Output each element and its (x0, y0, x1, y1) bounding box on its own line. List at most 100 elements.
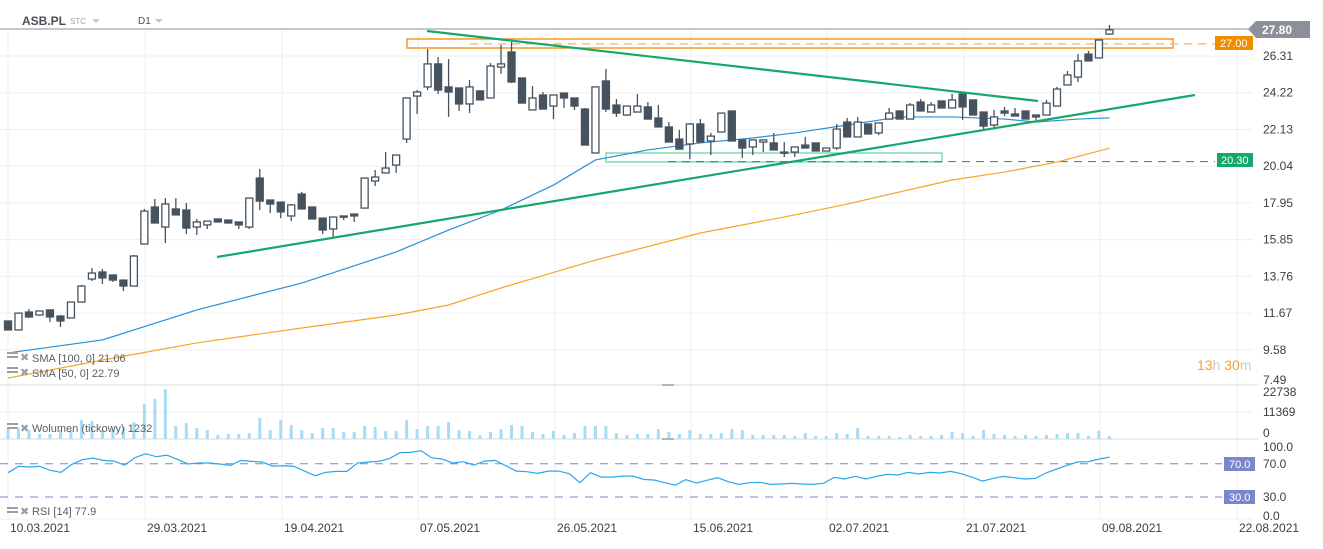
candle-body (475, 90, 485, 101)
candle-body (35, 310, 44, 316)
candle-body (706, 135, 715, 142)
candle-body (790, 146, 799, 153)
candle (465, 80, 474, 114)
candle-body (1052, 88, 1062, 107)
candle-body (1010, 113, 1020, 117)
legend-label: RSI [14] 77.9 (32, 506, 96, 518)
candle (790, 146, 799, 157)
volume-bar (845, 434, 849, 439)
price-axis[interactable]: 26.31 24.22 22.13 20.04 17.95 15.85 13.76 11.67… (1263, 49, 1293, 387)
chevron-down-icon[interactable] (155, 19, 163, 23)
drawings[interactable] (406, 38, 1215, 163)
candle-body (1094, 39, 1104, 59)
candle (370, 169, 380, 186)
level-value: 27.00 (1220, 38, 1248, 50)
volume-bar (6, 429, 10, 439)
volume-bar (258, 418, 262, 439)
candle (1000, 106, 1009, 117)
price-axis-label: 22.13 (1263, 122, 1293, 136)
candle-body (570, 97, 579, 107)
trendlines[interactable] (216, 29, 1196, 259)
legend-sma100[interactable]: ✖ SMA [100, 0] 21.06 (7, 352, 126, 365)
candle (958, 93, 967, 120)
rsi-axis-label: 70.0 (1263, 457, 1287, 471)
candle (947, 93, 957, 109)
candle-body (926, 104, 936, 113)
date-axis-label: 02.07.2021 (829, 521, 889, 535)
date-axis-label: 10.03.2021 (10, 521, 70, 535)
candle (738, 139, 747, 159)
candle-body (56, 315, 65, 322)
candle-body (203, 220, 212, 226)
symbol-selector[interactable]: ASB.PL (22, 14, 67, 28)
candle (1052, 86, 1062, 107)
candle-body (675, 138, 684, 150)
chevron-down-icon[interactable] (92, 19, 100, 23)
candle-body (538, 94, 548, 110)
candle (234, 221, 243, 229)
volume-bar (877, 436, 881, 439)
candle (780, 142, 789, 157)
candle-body (140, 210, 149, 245)
volume-bar (48, 434, 52, 439)
rsi-level-value: 30.0 (1229, 492, 1250, 504)
close-icon[interactable]: ✖ (20, 506, 29, 518)
candle-body (329, 216, 338, 230)
menu-icon[interactable] (7, 507, 18, 509)
candle (685, 122, 694, 160)
close-icon[interactable]: ✖ (20, 352, 29, 364)
panel-resize-handle[interactable] (662, 384, 674, 386)
source-selector[interactable]: STC (70, 17, 86, 26)
legend-rsi[interactable]: ✖ RSI [14] 77.9 (7, 506, 96, 518)
candle (1042, 99, 1051, 116)
candle-body (769, 142, 778, 151)
volume-bar (1076, 433, 1080, 439)
candle-body (874, 122, 883, 134)
candle-body (748, 139, 757, 148)
sma50-line (7, 116, 1110, 354)
candle-body (717, 112, 726, 133)
volume-bar (342, 432, 346, 439)
volume-bar (226, 434, 230, 439)
panel-resize-handle[interactable] (662, 438, 674, 440)
volume-bar (478, 435, 482, 439)
legend-label: SMA [100, 0] 21.06 (32, 353, 126, 365)
support-zone (605, 152, 943, 163)
volume-bar (1097, 431, 1101, 439)
candle-body (297, 193, 306, 210)
volume-bar (405, 420, 409, 439)
volume-bar (363, 426, 367, 439)
candle-body (308, 206, 317, 220)
candle (874, 122, 883, 136)
volume-bar (698, 434, 702, 439)
candle-body (622, 105, 632, 116)
volume-bar (142, 404, 146, 439)
price-axis-label: 24.22 (1263, 86, 1293, 100)
legend-volume[interactable]: ✖ Wolumen (tickowy) 1232 (7, 423, 152, 435)
candle (748, 139, 757, 156)
volume-bar (520, 426, 524, 439)
legend-sma50[interactable]: ✖ SMA [50, 0] 22.79 (7, 367, 119, 380)
candle-body (66, 301, 76, 319)
close-icon[interactable]: ✖ (20, 367, 29, 379)
menu-icon[interactable] (7, 367, 18, 369)
menu-icon[interactable] (7, 423, 18, 425)
candle (77, 284, 86, 303)
timeframe-selector[interactable]: D1 (138, 16, 151, 27)
candle-body (360, 177, 369, 209)
volume-bar (174, 426, 178, 439)
candle (24, 309, 34, 318)
volume-bar (667, 432, 671, 439)
candle-body (1000, 110, 1009, 114)
date-axis[interactable]: 10.03.2021 29.03.2021 19.04.2021 07.05.2021… (10, 521, 1299, 535)
candle (1063, 70, 1072, 86)
volume-bar (929, 436, 933, 439)
volume-bar (677, 434, 681, 439)
candle (664, 122, 674, 143)
volume-bar (1003, 435, 1007, 439)
menu-icon[interactable] (7, 352, 18, 354)
close-icon[interactable]: ✖ (20, 423, 29, 435)
volume-bar (761, 435, 765, 439)
candle (14, 312, 23, 331)
